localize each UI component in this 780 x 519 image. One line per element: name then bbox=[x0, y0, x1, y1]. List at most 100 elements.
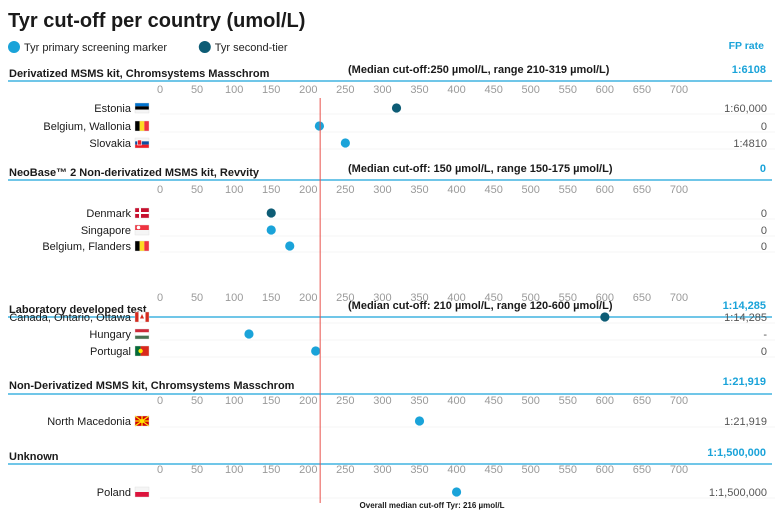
belgium-flag-icon bbox=[134, 120, 150, 132]
tick-label: 0 bbox=[157, 395, 163, 407]
section: Non-Derivatized MSMS kit, Chromsystems M… bbox=[8, 376, 775, 428]
tick-label: 550 bbox=[559, 395, 577, 407]
primary-marker-icon bbox=[8, 41, 20, 53]
tick-label: 50 bbox=[191, 84, 203, 96]
tick-label: 650 bbox=[633, 184, 651, 196]
tick-label: 50 bbox=[191, 464, 203, 476]
tick-label: 700 bbox=[670, 184, 688, 196]
country-label: Estonia bbox=[94, 103, 132, 115]
singapore-flag-icon bbox=[134, 224, 150, 236]
tick-label: 350 bbox=[410, 292, 428, 304]
tick-label: 0 bbox=[157, 292, 163, 304]
country-row: North Macedonia 1:21,919 bbox=[47, 415, 775, 428]
tick-label: 350 bbox=[410, 184, 428, 196]
sections: Derivatized MSMS kit, Chromsystems Massc… bbox=[8, 64, 775, 499]
tick-label: 250 bbox=[336, 395, 354, 407]
fp-value: 1:1,500,000 bbox=[709, 487, 767, 499]
slovakia-flag-icon bbox=[134, 137, 150, 149]
section: NeoBase™ 2 Non-derivatized MSMS kit, Rev… bbox=[8, 163, 775, 253]
tick-label: 700 bbox=[670, 84, 688, 96]
legend-item-second-tier: Tyr second-tier bbox=[198, 41, 288, 54]
country-row: Denmark 0 bbox=[86, 207, 775, 220]
tick-label: 400 bbox=[447, 292, 465, 304]
fp-value: 0 bbox=[761, 225, 767, 237]
section-median-text: (Median cut-off:250 µmol/L, range 210-31… bbox=[348, 64, 610, 76]
tick-label: 250 bbox=[336, 184, 354, 196]
section-label: Non-Derivatized MSMS kit, Chromsystems M… bbox=[9, 380, 295, 392]
section: Unknown 1:1,500,000 0 50 100 150 200 250 300 350 4… bbox=[8, 447, 775, 499]
section-fp-rate: 1:1,500,000 bbox=[707, 447, 766, 459]
fp-value: 1:60,000 bbox=[724, 103, 767, 115]
legend-label: Tyr second-tier bbox=[215, 42, 288, 54]
tick-label: 150 bbox=[262, 292, 280, 304]
section-label: Laboratory developed test bbox=[9, 304, 147, 316]
tick-label: 50 bbox=[191, 184, 203, 196]
x-tick-labels: 0 50 100 150 200 250 300 350 400 450 500 550 600 650 7… bbox=[157, 84, 688, 96]
data-point bbox=[451, 487, 462, 497]
tick-label: 650 bbox=[633, 395, 651, 407]
country-row: Belgium, Flanders 0 bbox=[42, 240, 775, 253]
fp-value: 0 bbox=[761, 241, 767, 253]
fp-rate-header: FP rate bbox=[729, 40, 765, 52]
second-tier-marker-icon bbox=[198, 41, 211, 53]
data-point bbox=[311, 346, 321, 356]
tick-label: 650 bbox=[633, 464, 651, 476]
country-label: Slovakia bbox=[89, 138, 131, 150]
tick-label: 350 bbox=[410, 84, 428, 96]
tick-label: 700 bbox=[670, 292, 688, 304]
tick-label: 100 bbox=[225, 84, 243, 96]
country-label: Portugal bbox=[90, 346, 131, 358]
tick-label: 600 bbox=[596, 184, 614, 196]
country-row: Portugal 0 bbox=[90, 345, 775, 358]
data-point bbox=[340, 138, 350, 148]
country-row: Hungary - bbox=[89, 328, 775, 341]
country-label: Belgium, Wallonia bbox=[43, 121, 132, 133]
legend: Tyr primary screening marker Tyr second-t… bbox=[8, 41, 288, 54]
tick-label: 100 bbox=[225, 395, 243, 407]
fp-value: 1:4810 bbox=[733, 138, 767, 150]
section-median-text: (Median cut-off: 150 µmol/L, range 150-1… bbox=[348, 163, 613, 175]
poland-flag-icon bbox=[134, 486, 150, 498]
tick-label: 0 bbox=[157, 84, 163, 96]
denmark-flag-icon bbox=[134, 207, 150, 219]
tick-label: 50 bbox=[191, 292, 203, 304]
tick-label: 500 bbox=[522, 464, 540, 476]
country-row: Canada, Ontario, Ottawa 1:14,285 bbox=[9, 311, 775, 324]
tick-label: 100 bbox=[225, 184, 243, 196]
macedonia-flag-icon bbox=[134, 415, 150, 427]
tick-label: 550 bbox=[559, 464, 577, 476]
tick-label: 500 bbox=[522, 184, 540, 196]
fp-value: 0 bbox=[761, 208, 767, 220]
tick-label: 500 bbox=[522, 84, 540, 96]
tick-label: 200 bbox=[299, 292, 317, 304]
tick-label: 400 bbox=[447, 184, 465, 196]
tick-label: 400 bbox=[447, 395, 465, 407]
x-tick-labels: 0 50 100 150 200 250 300 350 400 450 500 550 600 650 7… bbox=[157, 292, 688, 304]
legend-item-primary: Tyr primary screening marker bbox=[8, 41, 167, 54]
tick-label: 250 bbox=[336, 84, 354, 96]
country-row: Estonia 1:60,000 bbox=[94, 102, 775, 115]
section-fp-rate: 1:6108 bbox=[732, 64, 766, 76]
tick-label: 200 bbox=[299, 84, 317, 96]
tick-label: 600 bbox=[596, 84, 614, 96]
country-label: Poland bbox=[97, 487, 131, 499]
tick-label: 400 bbox=[447, 464, 465, 476]
tick-label: 150 bbox=[262, 464, 280, 476]
data-point bbox=[391, 103, 402, 113]
tick-label: 500 bbox=[522, 395, 540, 407]
data-point bbox=[414, 416, 425, 426]
tick-label: 550 bbox=[559, 84, 577, 96]
legend-label: Tyr primary screening marker bbox=[24, 42, 167, 54]
fp-value: 1:14,285 bbox=[724, 312, 767, 324]
section-median-text: (Median cut-off: 210 µmol/L, range 120-6… bbox=[348, 300, 613, 312]
tick-label: 150 bbox=[262, 84, 280, 96]
tick-label: 200 bbox=[299, 184, 317, 196]
tick-label: 700 bbox=[670, 395, 688, 407]
country-row: Belgium, Wallonia 0 bbox=[43, 120, 775, 133]
country-row: Slovakia 1:4810 bbox=[89, 137, 775, 150]
overall-median-label: Overall median cut-off Tyr: 216 µmol/L bbox=[360, 501, 505, 510]
tick-label: 300 bbox=[373, 464, 391, 476]
section-fp-rate: 1:21,919 bbox=[723, 376, 766, 388]
country-row: Singapore 0 bbox=[81, 224, 775, 237]
